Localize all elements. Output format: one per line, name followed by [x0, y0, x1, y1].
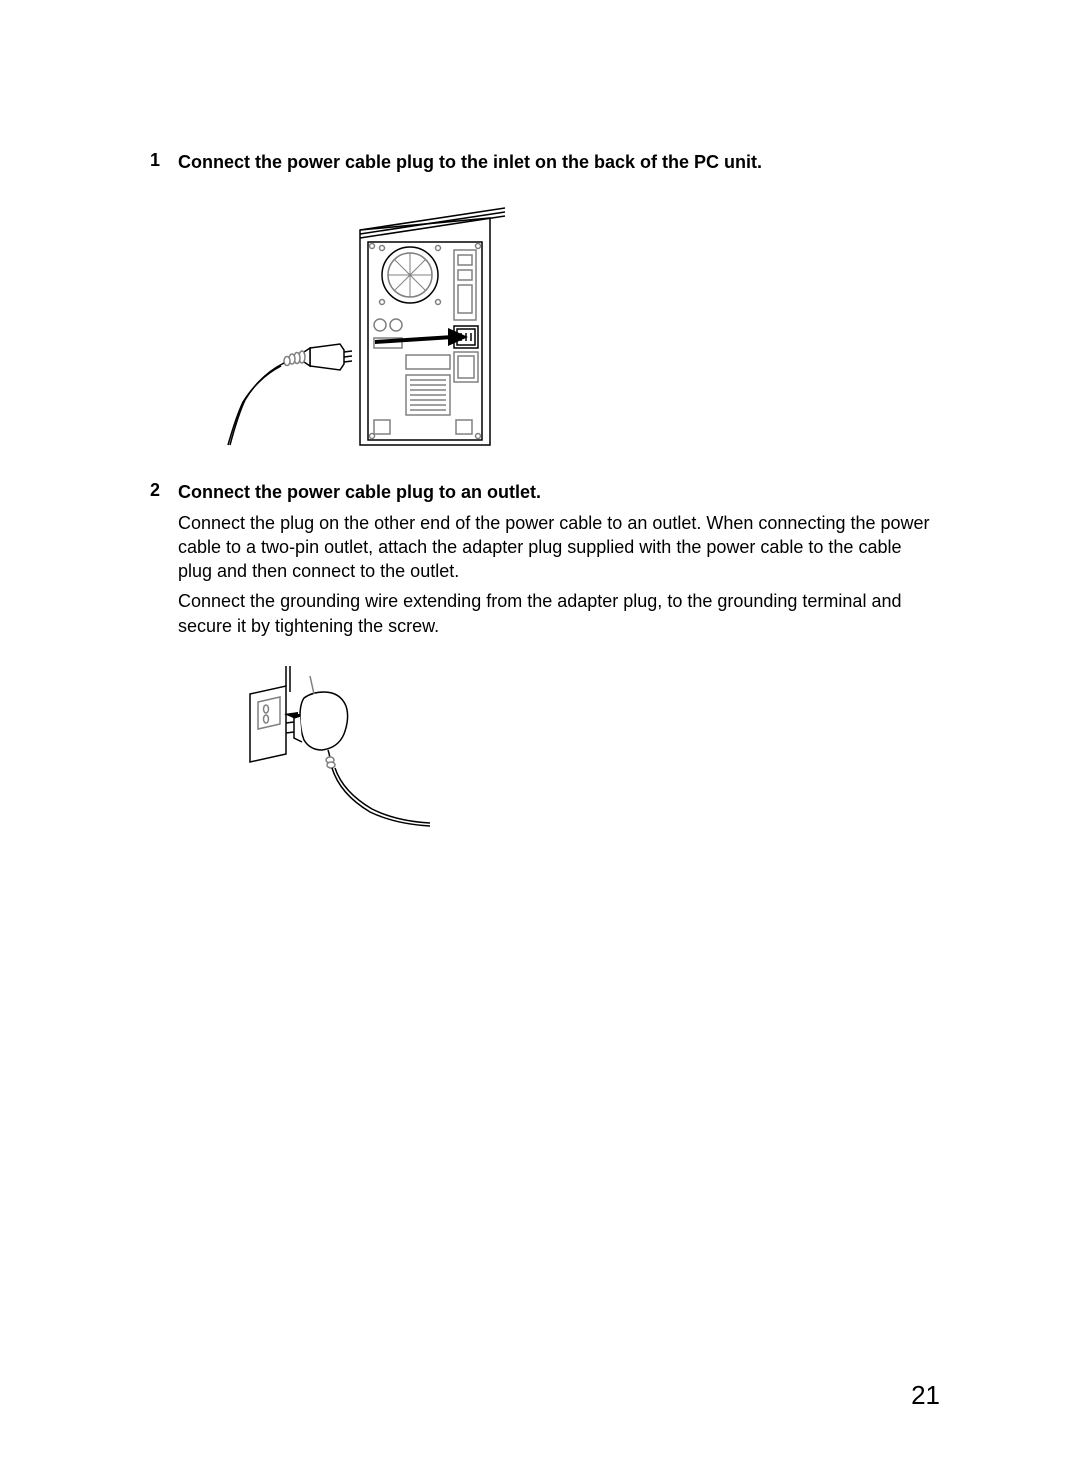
document-page: 1 Connect the power cable plug to the in… [0, 0, 1080, 1471]
step-2-body: Connect the power cable plug to an outle… [178, 480, 940, 644]
step-2-para-1: Connect the plug on the other end of the… [178, 511, 940, 584]
step-2: 2 Connect the power cable plug to an out… [150, 480, 940, 644]
step-1: 1 Connect the power cable plug to the in… [150, 150, 940, 180]
step-1-body: Connect the power cable plug to the inle… [178, 150, 940, 180]
step-2-para-2: Connect the grounding wire extending fro… [178, 589, 940, 638]
figure-pc-power-inlet [210, 200, 940, 450]
step-1-number: 1 [150, 150, 178, 180]
step-2-number: 2 [150, 480, 178, 644]
step-1-title: Connect the power cable plug to the inle… [178, 150, 940, 174]
figure-outlet-adapter [240, 664, 940, 834]
step-2-title: Connect the power cable plug to an outle… [178, 480, 940, 504]
page-number: 21 [911, 1380, 940, 1411]
